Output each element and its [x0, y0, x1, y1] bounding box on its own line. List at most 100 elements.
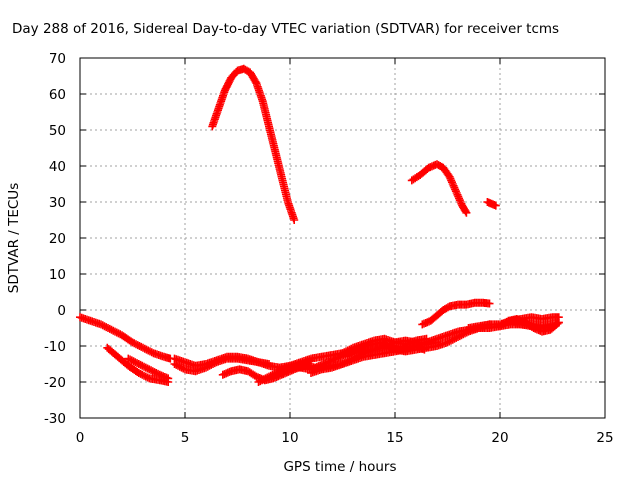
data-point	[164, 374, 173, 383]
data-point	[140, 371, 149, 380]
y-tick-label: 20	[49, 231, 66, 247]
series-arc-5	[170, 352, 273, 370]
data-point	[338, 360, 347, 368]
data-point	[290, 216, 299, 224]
data-point	[485, 299, 494, 308]
data-point	[147, 348, 156, 357]
data-point	[142, 345, 151, 354]
data-point	[443, 338, 452, 347]
data-point	[146, 347, 154, 356]
data-point	[144, 346, 153, 355]
x-tick-label: 20	[491, 430, 508, 446]
y-tick-label: 40	[49, 159, 66, 175]
data-point	[554, 318, 563, 327]
data-point	[133, 359, 142, 368]
y-tick-label: 70	[49, 51, 66, 67]
y-tick-label: 50	[49, 123, 66, 139]
data-point	[138, 361, 147, 370]
data-point	[343, 357, 352, 366]
x-tick-label: 10	[281, 430, 298, 446]
data-point	[114, 329, 123, 338]
data-point	[342, 347, 350, 356]
data-point	[104, 324, 112, 332]
axis-ticks: 0 5 10 15 20 25 -30 -20 -10 0 10 20 30 40 50 60 70	[44, 51, 614, 446]
data-point	[137, 342, 146, 351]
series-arc-10	[338, 334, 431, 358]
data-layer	[76, 64, 563, 386]
data-point	[491, 201, 500, 210]
data-point	[259, 375, 268, 384]
series-arc-14	[506, 316, 563, 332]
y-tick-label: -10	[44, 339, 66, 355]
data-point	[105, 324, 114, 333]
data-point	[265, 372, 273, 381]
data-point	[143, 364, 152, 373]
data-point	[133, 341, 142, 350]
data-point	[97, 320, 105, 329]
data-point	[98, 321, 107, 330]
data-point	[135, 342, 144, 350]
series-arc-15	[208, 64, 299, 224]
grid	[80, 58, 605, 418]
data-point	[136, 369, 145, 378]
data-point	[139, 343, 147, 352]
data-point	[433, 338, 441, 347]
y-tick-label: -20	[44, 375, 66, 391]
x-tick-label: 15	[386, 430, 403, 446]
data-point	[134, 360, 143, 368]
data-point	[345, 356, 354, 365]
data-point	[272, 369, 280, 377]
data-point	[268, 370, 277, 379]
data-point	[350, 353, 359, 362]
data-point	[265, 360, 273, 368]
data-point	[356, 351, 364, 359]
data-point	[338, 349, 347, 358]
data-point	[136, 360, 145, 369]
data-point	[345, 345, 354, 354]
series-arc-8	[275, 320, 557, 374]
data-point	[347, 344, 356, 353]
data-point	[100, 322, 109, 331]
data-point	[112, 328, 121, 337]
data-point	[129, 357, 138, 366]
data-point	[134, 369, 143, 377]
y-tick-label: 0	[57, 303, 66, 319]
data-point	[445, 337, 454, 346]
data-point	[131, 358, 140, 367]
data-point	[141, 372, 150, 381]
data-point	[140, 362, 149, 371]
series-arc-1	[76, 313, 175, 363]
y-axis-label: SDTVAR / TECUs	[6, 183, 22, 293]
series-arc-3	[124, 354, 173, 383]
data-point	[352, 352, 361, 361]
data-point	[354, 351, 363, 360]
data-point	[111, 327, 119, 336]
data-point	[343, 346, 352, 355]
data-point	[152, 369, 161, 377]
data-point	[140, 344, 149, 353]
data-point	[127, 356, 136, 365]
data-point	[145, 365, 154, 374]
data-point	[357, 350, 366, 359]
data-point	[340, 348, 349, 357]
data-point	[254, 378, 263, 386]
data-point	[258, 376, 266, 385]
series-arc-17	[483, 198, 500, 210]
data-point	[270, 369, 279, 378]
x-tick-label: 0	[76, 430, 85, 446]
series-arc-11	[418, 298, 494, 329]
data-point	[132, 340, 140, 349]
data-point	[461, 207, 470, 216]
data-point	[422, 334, 431, 343]
data-point	[266, 371, 275, 380]
data-point	[340, 359, 349, 368]
data-point	[553, 319, 562, 328]
data-point	[143, 373, 152, 382]
data-point	[263, 373, 272, 382]
data-point	[150, 368, 159, 377]
y-tick-label: 10	[49, 267, 66, 283]
chart-title: Day 288 of 2016, Sidereal Day-to-day VTE…	[12, 21, 559, 37]
data-point	[124, 354, 133, 363]
